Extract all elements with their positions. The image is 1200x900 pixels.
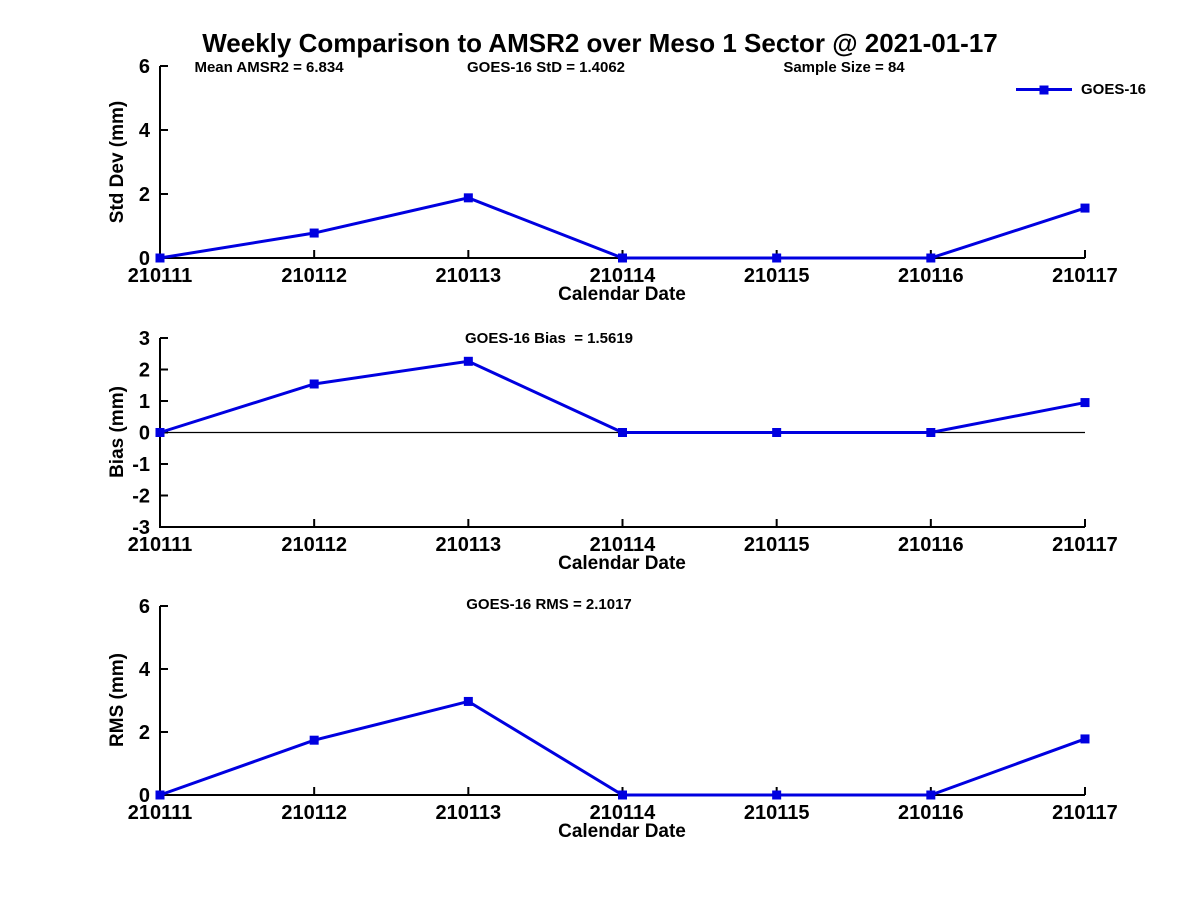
rms-x-tick-label: 210113 xyxy=(436,802,502,824)
std-dev-data-point-marker xyxy=(772,253,782,263)
std-dev-x-tick-label: 210114 xyxy=(590,265,657,287)
figure-title: Weekly Comparison to AMSR2 over Meso 1 S… xyxy=(202,28,998,58)
stat-goes16-std: GOES-16 StD = 1.4062 xyxy=(467,59,625,76)
std-dev-data-line xyxy=(159,196,1086,260)
bias-y-tick-label: -3 xyxy=(132,517,150,539)
stat-goes16-rms: GOES-16 RMS = 2.1017 xyxy=(466,596,632,613)
bias-x-tick-label: 210117 xyxy=(1052,534,1118,556)
rms-data-point-marker xyxy=(1080,734,1090,744)
rms-data-point-marker xyxy=(155,790,165,800)
rms-data-point-marker xyxy=(618,790,627,800)
rms-x-tick-label: 210111 xyxy=(128,802,193,824)
bias-data-point-marker xyxy=(1080,398,1090,408)
rms-data-point-marker xyxy=(772,790,782,800)
bias-data-point-marker xyxy=(463,356,473,366)
bias-y-tick-label: 1 xyxy=(139,391,150,413)
std-dev-x-tick-label: 210117 xyxy=(1052,265,1118,287)
rms-data-point-marker xyxy=(926,790,936,800)
rms-x-tick-label: 210116 xyxy=(898,802,964,824)
std-dev-data-point-marker xyxy=(155,253,165,263)
bias-y-tick-label: 2 xyxy=(139,360,150,382)
std-dev-axes xyxy=(159,66,1085,259)
rms-data-point-marker xyxy=(463,696,473,706)
bias-data-line xyxy=(159,359,1086,434)
std-dev-y-tick-label: 2 xyxy=(139,184,150,206)
rms-x-tick-label: 210112 xyxy=(281,802,347,824)
bias-x-tick-label: 210115 xyxy=(744,534,810,556)
bias-x-tick-label: 210116 xyxy=(898,534,964,556)
legend-square-marker-icon xyxy=(1039,85,1049,94)
std-dev-x-tick-label: 210115 xyxy=(744,265,810,287)
std-dev-data-point-marker xyxy=(1080,203,1090,213)
legend-label: GOES-16 xyxy=(1081,81,1147,98)
rms-y-tick-label: 4 xyxy=(139,659,151,681)
xlabel-std-dev: Calendar Date xyxy=(558,284,686,305)
xlabel-bias: Calendar Date xyxy=(558,553,686,574)
stat-sample-size: Sample Size = 84 xyxy=(783,59,905,76)
xlabel-rms: Calendar Date xyxy=(558,821,686,842)
rms-y-tick-label: 2 xyxy=(139,722,150,744)
legend: GOES-16 xyxy=(1016,81,1146,98)
rms-x-tick-label: 210117 xyxy=(1052,802,1118,824)
bias-data-point-marker xyxy=(155,428,165,437)
stat-mean-amsr2: Mean AMSR2 = 6.834 xyxy=(194,59,344,76)
bias-y-tick-label: -1 xyxy=(132,454,150,476)
rms-y-tick-label: 0 xyxy=(139,785,150,807)
bias-data-point-marker xyxy=(772,428,782,437)
rms-data-point-marker xyxy=(309,735,319,745)
std-dev-data-point-marker xyxy=(463,193,473,203)
bias-x-tick-label: 210112 xyxy=(281,534,347,556)
rms-data-line xyxy=(159,699,1086,797)
std-dev-y-tick-label: 6 xyxy=(139,56,150,78)
std-dev-x-tick-label: 210116 xyxy=(898,265,964,287)
std-dev-y-tick-label: 0 xyxy=(139,248,150,270)
bias-data-point-marker xyxy=(618,428,627,437)
bias-x-tick-label: 210111 xyxy=(128,534,193,556)
std-dev-y-tick-label: 4 xyxy=(139,120,151,142)
bias-x-tick-label: 210113 xyxy=(436,534,502,556)
rms-x-tick-label: 210114 xyxy=(590,802,657,824)
legend-line-sample xyxy=(1016,85,1072,94)
rms-y-tick-label: 6 xyxy=(139,596,150,618)
bias-data-point-marker xyxy=(309,379,319,389)
bias-x-tick-label: 210114 xyxy=(590,534,657,556)
rms-axes xyxy=(159,606,1085,796)
std-dev-data-point-marker xyxy=(309,228,319,238)
std-dev-x-tick-label: 210111 xyxy=(128,265,193,287)
stat-goes16-bias: GOES-16 Bias = 1.5619 xyxy=(464,330,634,347)
bias-y-tick-label: -2 xyxy=(132,486,150,508)
std-dev-data-point-marker xyxy=(926,253,936,263)
bias-y-tick-label: 0 xyxy=(139,423,150,445)
bias-data-point-marker xyxy=(926,428,936,437)
std-dev-x-tick-label: 210113 xyxy=(436,265,502,287)
rms-x-tick-label: 210115 xyxy=(744,802,810,824)
std-dev-data-point-marker xyxy=(618,253,627,263)
bias-y-tick-label: 3 xyxy=(139,328,150,350)
std-dev-x-tick-label: 210112 xyxy=(281,265,347,287)
